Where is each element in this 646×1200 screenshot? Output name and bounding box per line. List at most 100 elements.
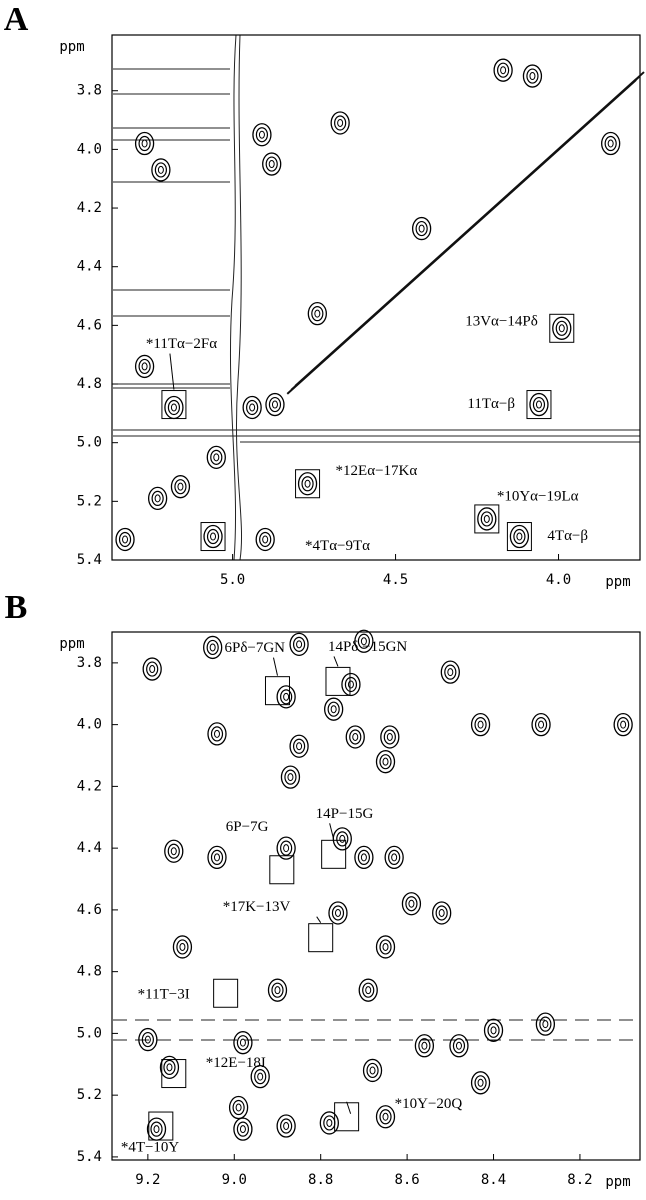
peak-contour	[522, 64, 543, 88]
x-axis-label: ppm	[605, 1174, 630, 1190]
y-tick-label: 4.2	[77, 200, 102, 216]
contour-ring	[210, 449, 223, 465]
contour-ring	[209, 643, 216, 652]
annotation-box	[148, 1111, 174, 1141]
annotation-arrow	[333, 656, 339, 667]
contour-ring	[607, 139, 614, 148]
contour-ring	[311, 306, 324, 322]
peak-contour	[432, 901, 452, 925]
peak-contour	[477, 507, 497, 531]
annotation-arrow	[346, 1101, 352, 1114]
peak-contour	[233, 1117, 253, 1141]
peak-contour	[345, 725, 365, 749]
peak-contour	[509, 524, 530, 549]
contour-ring	[444, 664, 457, 680]
annotation-label: 14Pδ −15GN	[328, 639, 407, 655]
contour-ring	[284, 769, 297, 785]
contour-ring	[421, 1041, 428, 1050]
contour-ring	[331, 905, 345, 921]
contour-ring	[149, 665, 156, 674]
y-tick-label: 3.8	[77, 655, 102, 671]
contour-ring	[327, 701, 340, 717]
peak-contour	[228, 1095, 249, 1120]
annotation-box	[506, 522, 532, 552]
peak-contour	[134, 354, 155, 379]
contour-ring	[246, 399, 259, 416]
annotation-label: *17K−13V	[223, 899, 291, 915]
contour-ring	[334, 115, 347, 131]
contour-ring	[379, 754, 392, 770]
contour-ring	[268, 160, 275, 169]
contour-ring	[255, 127, 269, 143]
contour-ring	[357, 633, 371, 649]
contour-ring	[146, 661, 159, 677]
annotation-label: *11Tα−2Fα	[146, 336, 217, 352]
contour-ring	[339, 834, 346, 843]
contour-ring	[418, 224, 425, 233]
contour-ring	[408, 899, 415, 908]
peak-contour	[265, 392, 285, 417]
contour-ring	[497, 62, 510, 78]
contour-ring	[314, 309, 321, 318]
contour-ring	[382, 757, 389, 766]
annotation-label: 4Tα−β	[547, 528, 588, 544]
contour-ring	[283, 844, 290, 853]
annotation-box	[321, 839, 347, 869]
contour-ring	[236, 1121, 250, 1137]
contour-ring	[154, 162, 167, 178]
contour-ring	[280, 689, 293, 705]
annotation-label: *4Tα−9Tα	[305, 538, 370, 554]
peak-contour	[147, 486, 168, 511]
contour-ring	[163, 1059, 176, 1075]
contour-ring	[138, 135, 151, 152]
contour-ring	[386, 732, 393, 741]
contour-ring	[452, 1038, 466, 1054]
peak-contour	[330, 111, 350, 135]
peak-contour	[233, 1031, 253, 1055]
peak-contour	[159, 1055, 180, 1080]
contour-ring	[280, 1118, 293, 1134]
contour-ring	[365, 986, 372, 995]
contour-ring	[362, 982, 375, 998]
contour-ring	[534, 717, 548, 733]
panel-a-noise	[113, 34, 640, 561]
peak-contour	[601, 131, 621, 156]
contour-ring	[213, 453, 220, 462]
peak-contour	[332, 827, 352, 851]
contour-ring	[144, 1035, 151, 1044]
contour-ring	[542, 1020, 549, 1029]
x-tick-label: 9.0	[222, 1172, 247, 1188]
peak-contour	[280, 765, 301, 789]
x-tick-label: 8.4	[481, 1172, 506, 1188]
contour-ring	[150, 1121, 163, 1137]
contour-ring	[344, 676, 358, 693]
contour-ring	[366, 1062, 379, 1079]
peak-contour	[276, 1114, 296, 1138]
contour-ring	[382, 942, 389, 951]
annotation-box	[161, 390, 187, 420]
y-tick-label: 4.8	[77, 376, 102, 392]
contour-ring	[323, 1115, 336, 1131]
peak-contour	[267, 978, 288, 1002]
contour-ring	[383, 729, 396, 745]
peak-contour	[354, 845, 374, 870]
contour-ring	[280, 840, 293, 856]
contour-ring	[141, 362, 148, 371]
annotation-arrow	[169, 353, 175, 390]
contour-ring	[535, 400, 542, 409]
annotation-box	[200, 522, 226, 552]
peak-contour	[384, 845, 404, 870]
contour-ring	[360, 853, 367, 862]
peak-contour	[115, 527, 135, 552]
diagonal-ridge	[294, 71, 645, 387]
contour-ring	[268, 396, 282, 413]
x-axis-label: ppm	[605, 574, 630, 590]
contour-ring	[259, 531, 272, 548]
x-tick-label: 8.8	[308, 1172, 333, 1188]
contour-ring	[283, 1122, 290, 1131]
y-tick-label: 4.2	[77, 778, 102, 794]
panel-letter: A	[4, 1, 29, 38]
peak-contour	[164, 395, 184, 420]
contour-ring	[513, 528, 526, 545]
